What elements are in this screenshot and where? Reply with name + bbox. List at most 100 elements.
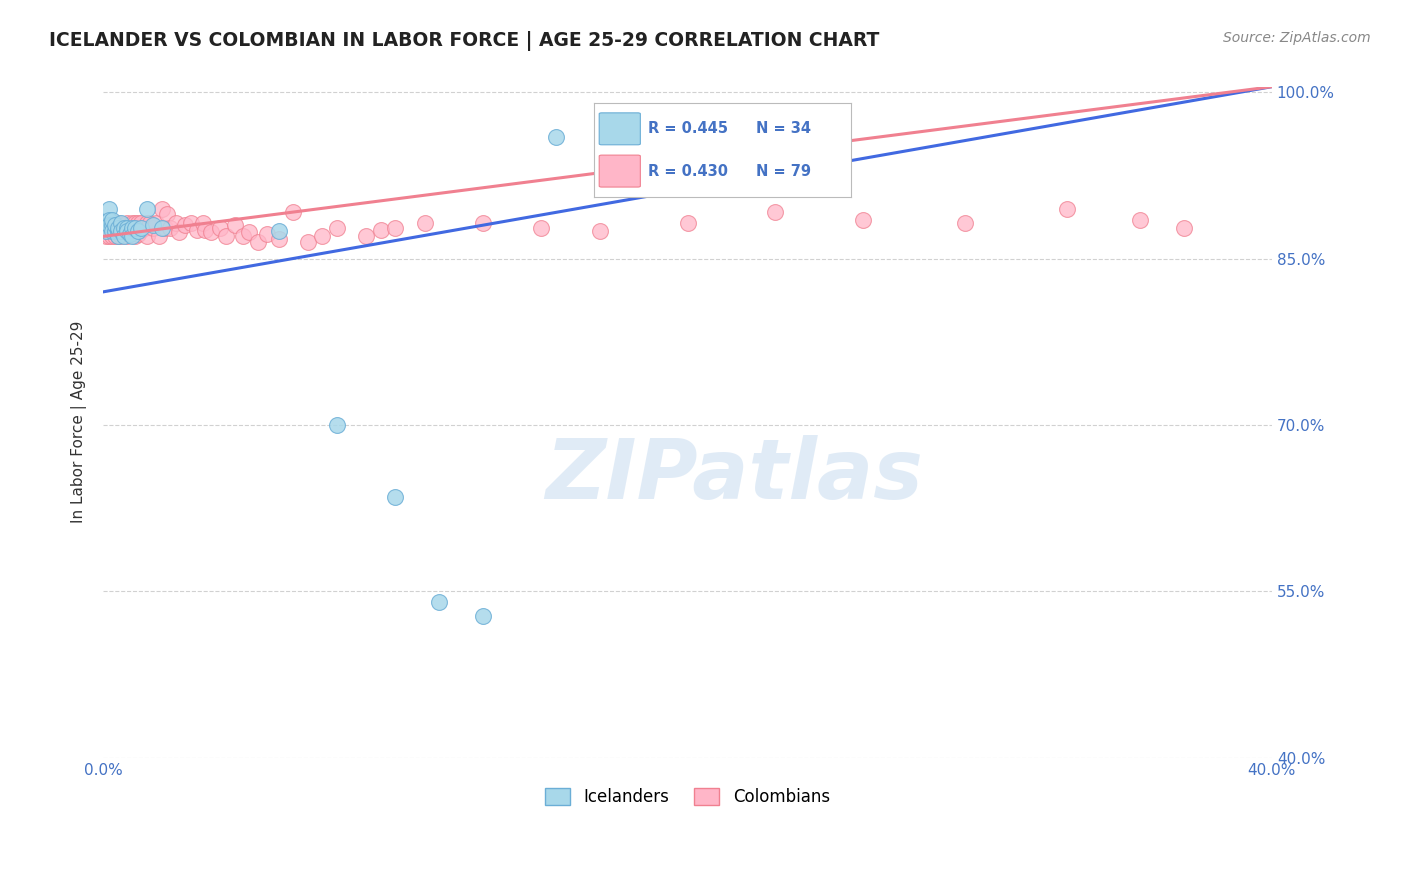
- Point: [110, 223, 132, 237]
- Point: [589, 224, 612, 238]
- Y-axis label: In Labor Force | Age 25-29: In Labor Force | Age 25-29: [72, 321, 87, 524]
- Point: [121, 225, 143, 239]
- Point: [112, 227, 135, 242]
- Point: [121, 216, 143, 230]
- Point: [118, 227, 141, 242]
- Point: [238, 225, 260, 239]
- Point: [110, 229, 132, 244]
- Point: [136, 216, 159, 230]
- Point: [546, 129, 568, 144]
- Point: [224, 219, 246, 233]
- Point: [676, 216, 699, 230]
- Point: [107, 216, 129, 230]
- Point: [115, 224, 138, 238]
- Point: [98, 212, 121, 227]
- Point: [118, 219, 141, 233]
- Point: [413, 216, 436, 230]
- Point: [115, 216, 138, 230]
- Point: [142, 219, 165, 233]
- Text: Source: ZipAtlas.com: Source: ZipAtlas.com: [1223, 31, 1371, 45]
- Point: [384, 220, 406, 235]
- Point: [1173, 220, 1195, 235]
- Point: [104, 223, 127, 237]
- Point: [1056, 202, 1078, 216]
- Point: [112, 229, 135, 244]
- Point: [104, 220, 127, 235]
- Point: [127, 227, 149, 242]
- Point: [165, 216, 187, 230]
- Point: [472, 216, 495, 230]
- Point: [153, 220, 176, 235]
- Point: [311, 229, 333, 244]
- Point: [94, 224, 117, 238]
- Point: [127, 224, 149, 238]
- Point: [98, 229, 121, 244]
- Point: [101, 220, 124, 235]
- Point: [98, 219, 121, 233]
- Text: ICELANDER VS COLOMBIAN IN LABOR FORCE | AGE 25-29 CORRELATION CHART: ICELANDER VS COLOMBIAN IN LABOR FORCE | …: [49, 31, 880, 51]
- Point: [200, 225, 222, 239]
- Point: [530, 220, 553, 235]
- Point: [110, 216, 132, 230]
- Point: [101, 224, 124, 238]
- Point: [139, 216, 162, 230]
- Point: [124, 229, 146, 244]
- Point: [107, 223, 129, 237]
- Point: [384, 490, 406, 504]
- Point: [115, 229, 138, 244]
- Point: [159, 220, 181, 235]
- Point: [256, 227, 278, 242]
- Point: [98, 219, 121, 233]
- Point: [112, 220, 135, 235]
- Legend: Icelanders, Colombians: Icelanders, Colombians: [538, 781, 837, 813]
- Point: [107, 219, 129, 233]
- Point: [124, 216, 146, 230]
- Point: [167, 225, 190, 239]
- Point: [191, 216, 214, 230]
- Point: [1129, 212, 1152, 227]
- Point: [121, 220, 143, 235]
- Point: [136, 202, 159, 216]
- Point: [194, 223, 217, 237]
- Point: [763, 205, 786, 219]
- Point: [370, 223, 392, 237]
- Point: [326, 417, 349, 432]
- Point: [124, 220, 146, 235]
- Point: [104, 229, 127, 244]
- Point: [129, 216, 152, 230]
- Point: [150, 202, 173, 216]
- Point: [104, 219, 127, 233]
- Point: [174, 219, 197, 233]
- Point: [232, 229, 254, 244]
- Point: [121, 229, 143, 244]
- Point: [281, 205, 304, 219]
- Point: [127, 216, 149, 230]
- Point: [953, 216, 976, 230]
- Point: [98, 202, 121, 216]
- Point: [852, 212, 875, 227]
- Text: ZIPatlas: ZIPatlas: [546, 435, 924, 516]
- Point: [148, 229, 170, 244]
- Point: [121, 220, 143, 235]
- Point: [142, 220, 165, 235]
- Point: [94, 219, 117, 233]
- Point: [215, 229, 238, 244]
- Point: [107, 229, 129, 244]
- Point: [427, 595, 450, 609]
- Point: [354, 229, 377, 244]
- Point: [150, 220, 173, 235]
- Point: [129, 223, 152, 237]
- Point: [94, 224, 117, 238]
- Point: [101, 219, 124, 233]
- Point: [112, 219, 135, 233]
- Point: [110, 224, 132, 238]
- Point: [326, 220, 349, 235]
- Point: [186, 223, 208, 237]
- Point: [136, 229, 159, 244]
- Point: [94, 229, 117, 244]
- Point: [156, 207, 179, 221]
- Point: [267, 224, 290, 238]
- Point: [107, 224, 129, 238]
- Point: [101, 212, 124, 227]
- Point: [145, 216, 167, 230]
